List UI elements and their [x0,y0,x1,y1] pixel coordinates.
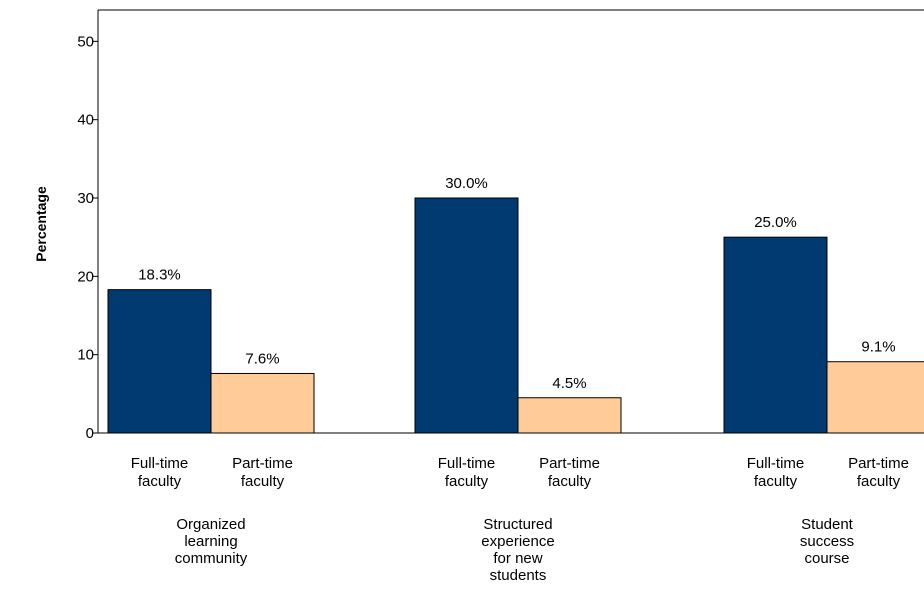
y-tick-label: 40 [77,112,94,129]
y-tick-label: 0 [86,425,94,442]
group-label: success [800,533,854,550]
y-tick-label: 30 [77,190,94,207]
y-axis: 0 10 20 30 40 50 [77,33,98,442]
bar-category-label: faculty [241,473,285,490]
group-label: students [490,567,547,584]
group-label: Student [801,516,854,533]
bar-category-label: faculty [445,473,489,490]
group-label: experience [481,533,554,550]
bars: 18.3% 7.6% 30.0% 4.5% 25.0% 9.1% [107,175,924,434]
x-axis-labels: Full-timefacultyPart-timefacultyOrganize… [131,455,909,584]
group-label: Structured [483,516,552,533]
bar-category-label: Part-time [232,455,293,472]
y-tick-label: 20 [77,268,94,285]
bar-full-time [723,236,828,434]
bar-data-label: 4.5% [552,375,586,392]
bar-category-label: Full-time [747,455,805,472]
bar-part-time [826,361,924,434]
y-tick-label: 50 [77,33,94,50]
y-tick-label: 10 [77,347,94,364]
bar-data-label: 18.3% [138,267,181,284]
bar-category-label: Full-time [438,455,496,472]
group-label: Organized [176,516,245,533]
bar-category-label: Part-time [848,455,909,472]
group-label: learning [184,533,237,550]
bar-category-label: faculty [138,473,182,490]
bar-category-label: faculty [548,473,592,490]
bar-data-label: 7.6% [245,350,279,367]
group-label: for new [493,550,542,567]
bar-data-label: 25.0% [754,214,797,231]
bar-category-label: Full-time [131,455,189,472]
bar-data-label: 9.1% [861,339,895,356]
y-axis-label: Percentage [33,186,49,262]
bar-full-time [414,197,519,434]
bar-part-time [210,372,315,434]
bar-data-label: 30.0% [445,175,488,192]
group-label: community [175,550,248,567]
bar-category-label: faculty [754,473,798,490]
bar-full-time [107,289,212,434]
bar-part-time [517,397,622,434]
bar-category-label: faculty [857,473,901,490]
bar-category-label: Part-time [539,455,600,472]
group-label: course [804,550,849,567]
